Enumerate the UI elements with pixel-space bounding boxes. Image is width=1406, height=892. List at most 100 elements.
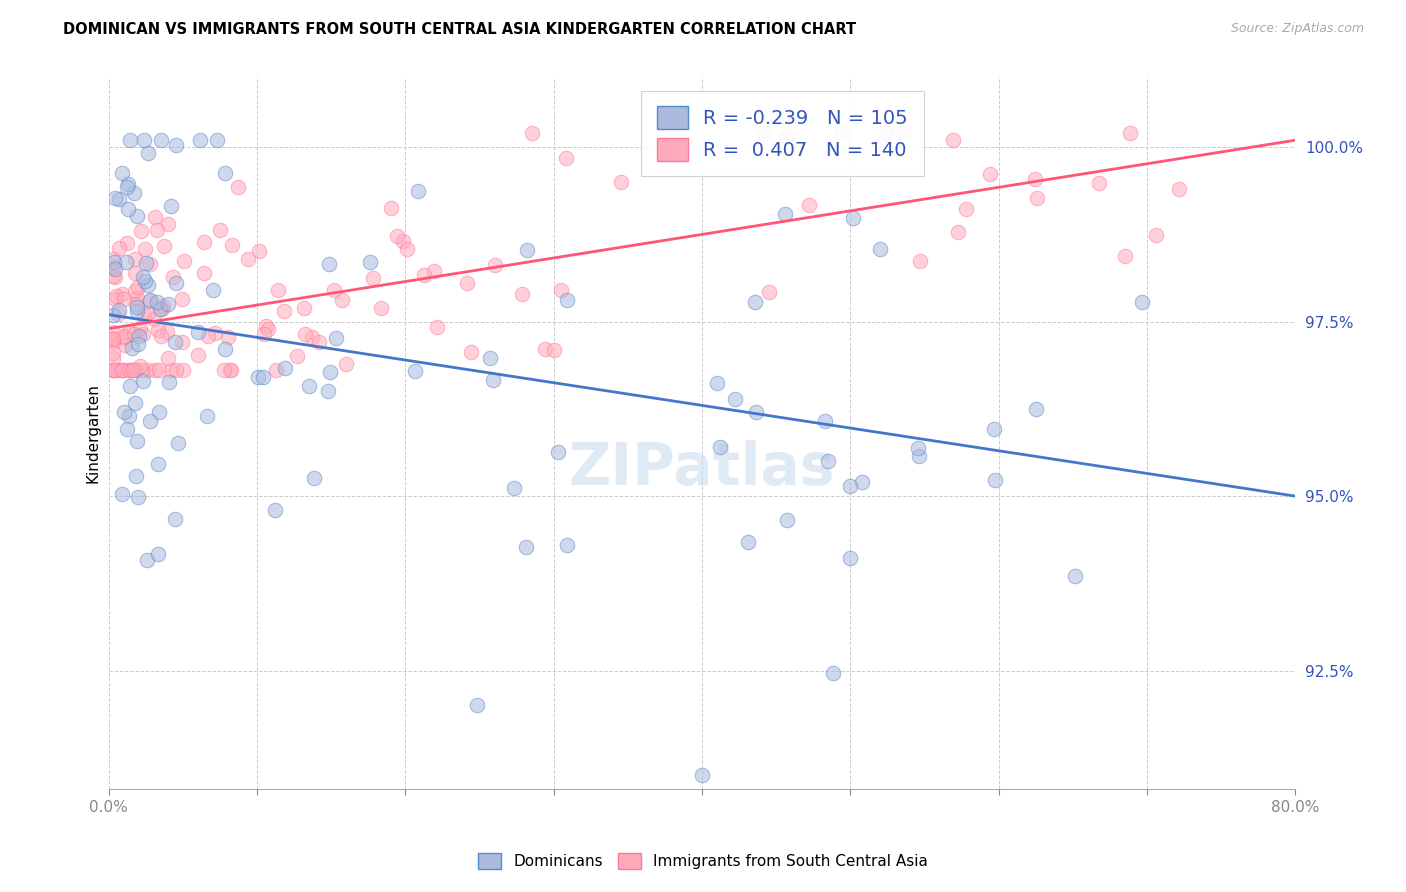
Point <box>120 133 142 147</box>
Point <box>515 540 537 554</box>
Point <box>111 363 134 377</box>
Point <box>983 422 1005 436</box>
Point <box>145 295 167 310</box>
Point <box>301 329 323 343</box>
Point <box>752 126 775 140</box>
Point <box>851 475 873 490</box>
Point <box>332 293 354 307</box>
Point <box>456 276 478 290</box>
Point <box>129 321 152 335</box>
Point <box>132 133 155 147</box>
Point <box>214 166 236 180</box>
Point <box>831 126 853 140</box>
Text: ZIPatlas: ZIPatlas <box>568 441 835 498</box>
Point <box>557 538 579 552</box>
Point <box>101 345 124 359</box>
Point <box>254 319 277 334</box>
Point <box>165 334 187 349</box>
Point <box>838 551 860 566</box>
Point <box>103 363 125 377</box>
Point <box>823 666 845 681</box>
Point <box>891 126 914 140</box>
Point <box>104 269 127 284</box>
Point <box>148 405 170 419</box>
Point <box>380 201 402 215</box>
Point <box>172 334 194 349</box>
Point <box>252 369 274 384</box>
Point <box>273 304 295 318</box>
Point <box>1087 177 1109 191</box>
Point <box>392 234 415 248</box>
Point <box>359 254 381 268</box>
Point <box>165 276 187 290</box>
Point <box>132 327 155 342</box>
Point <box>112 329 135 343</box>
Point <box>138 415 160 429</box>
Point <box>118 409 141 424</box>
Point <box>236 252 259 266</box>
Point <box>838 479 860 493</box>
Point <box>165 363 187 377</box>
Point <box>157 217 180 231</box>
Point <box>817 454 839 468</box>
Point <box>193 235 215 250</box>
Point <box>117 363 139 377</box>
Point <box>121 341 143 355</box>
Point <box>105 289 128 303</box>
Point <box>156 296 179 310</box>
Point <box>112 329 135 343</box>
Point <box>125 469 148 483</box>
Point <box>108 193 131 207</box>
Point <box>1024 171 1046 186</box>
Point <box>361 270 384 285</box>
Point <box>148 323 170 337</box>
Point <box>173 253 195 268</box>
Point <box>187 348 209 362</box>
Point <box>385 229 408 244</box>
Point <box>105 363 128 377</box>
Point <box>139 293 162 308</box>
Point <box>135 553 157 567</box>
Point <box>984 474 1007 488</box>
Point <box>101 334 124 349</box>
Point <box>124 186 146 200</box>
Point <box>214 342 236 356</box>
Point <box>195 409 218 423</box>
Point <box>503 481 526 495</box>
Point <box>131 363 153 377</box>
Point <box>112 405 135 419</box>
Point <box>156 351 179 365</box>
Point <box>217 330 239 344</box>
Point <box>318 384 340 398</box>
Point <box>1025 402 1047 417</box>
Point <box>122 326 145 341</box>
Point <box>101 260 124 274</box>
Point <box>114 338 136 352</box>
Point <box>127 434 149 449</box>
Point <box>264 363 287 377</box>
Point <box>797 198 820 212</box>
Point <box>706 376 728 391</box>
Point <box>127 209 149 223</box>
Point <box>101 308 124 322</box>
Point <box>869 243 891 257</box>
Point <box>187 325 209 339</box>
Point <box>955 202 977 217</box>
Point <box>208 223 231 237</box>
Point <box>134 274 156 288</box>
Point <box>156 326 179 340</box>
Point <box>1025 192 1047 206</box>
Point <box>942 132 965 146</box>
Point <box>413 268 436 282</box>
Point <box>610 175 633 189</box>
Point <box>152 301 174 316</box>
Point <box>221 238 243 252</box>
Point <box>426 319 449 334</box>
Point <box>512 287 534 301</box>
Point <box>124 284 146 298</box>
Point <box>1063 569 1085 583</box>
Point <box>160 363 183 377</box>
Point <box>395 242 418 256</box>
Point <box>534 342 557 356</box>
Point <box>136 305 159 319</box>
